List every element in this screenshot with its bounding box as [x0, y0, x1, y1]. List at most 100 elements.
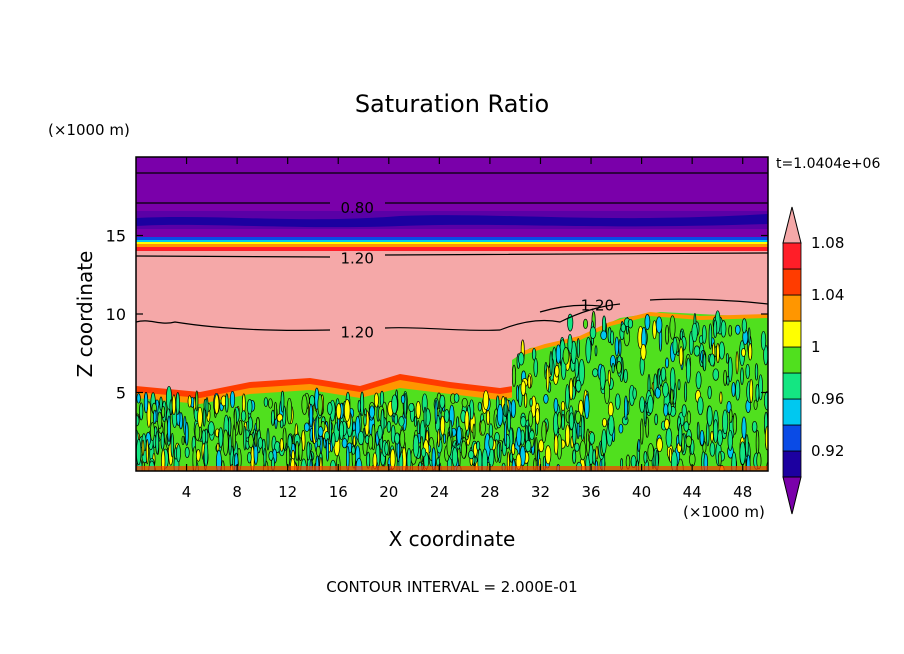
turbulence-cell	[654, 413, 658, 426]
turbulence-cell	[592, 368, 599, 378]
turbulence-cell	[218, 427, 224, 448]
turbulence-cell	[227, 416, 232, 437]
turbulence-cell	[637, 439, 641, 452]
turbulence-cell	[748, 343, 753, 361]
turbulence-cell	[754, 363, 759, 381]
turbulence-cell	[599, 365, 606, 391]
colorbar-label: 1.08	[811, 234, 844, 252]
turbulence-cell	[214, 394, 220, 415]
turbulence-cell	[181, 435, 185, 445]
colorbar-segment	[782, 398, 802, 426]
turbulence-cell	[745, 434, 749, 458]
turbulence-cell	[741, 318, 747, 334]
turbulence-cell	[572, 422, 577, 446]
turbulence-cell	[464, 410, 470, 432]
turbulence-cell	[701, 324, 707, 344]
turbulence-cell	[575, 410, 582, 424]
turbulence-cell	[611, 362, 615, 374]
turbulence-cell	[531, 347, 537, 361]
turbulence-cell	[624, 395, 628, 421]
turbulence-cell	[477, 401, 482, 412]
turbulence-cell	[160, 431, 165, 450]
turbulence-cell	[194, 422, 201, 441]
turbulence-cell	[368, 434, 374, 450]
turbulence-cell	[306, 441, 311, 461]
turbulence-cell	[225, 393, 229, 413]
stratosphere-band	[136, 157, 768, 211]
turbulence-cell	[589, 326, 597, 339]
turbulence-cell	[664, 418, 670, 430]
cyan-band	[136, 240, 768, 242]
turbulence-cell	[169, 399, 173, 416]
turbulence-cell	[529, 398, 533, 407]
turbulence-cell	[263, 447, 267, 467]
turbulence-cell	[155, 431, 160, 455]
turbulence-cell	[578, 358, 585, 386]
colorbar-segment	[782, 450, 802, 478]
turbulence-cell	[667, 402, 672, 415]
contour-label: 1.20	[340, 249, 373, 267]
turbulence-cell	[538, 439, 545, 453]
turbulence-cell	[672, 337, 678, 356]
turbulence-cell	[610, 330, 615, 346]
x-tick-label: 44	[683, 483, 702, 501]
turbulence-cell	[136, 415, 140, 427]
turbulence-cell	[702, 353, 707, 372]
turbulence-cell	[615, 393, 621, 410]
colorbar-segment	[782, 346, 802, 374]
turbulence-cell	[233, 408, 237, 431]
turbulence-cell	[555, 344, 562, 364]
turbulence-cell	[627, 318, 634, 329]
turbulence-cell	[729, 409, 733, 424]
turbulence-cell	[506, 409, 512, 432]
turbulence-cell	[554, 364, 560, 378]
x-tick-label: 32	[531, 483, 550, 501]
x-tick-label: 24	[430, 483, 449, 501]
turbulence-cell	[412, 434, 420, 458]
turbulence-cell	[351, 445, 356, 455]
turbulence-cell	[451, 447, 458, 468]
turbulence-cell	[273, 401, 278, 421]
x-axis-label: X coordinate	[389, 527, 516, 551]
turbulence-cell	[303, 422, 310, 432]
contour-1.20-upper	[136, 252, 768, 258]
turbulence-cell	[453, 393, 460, 403]
turbulence-cell	[640, 343, 647, 361]
turbulence-cell	[584, 394, 590, 420]
turbulence-cell	[553, 397, 559, 413]
turbulence-cell	[589, 431, 595, 445]
turbulence-cell	[562, 347, 570, 365]
turbulence-cell	[697, 396, 704, 416]
turbulence-cell	[739, 441, 746, 465]
turbulence-cell	[707, 385, 712, 400]
turbulence-cell	[583, 318, 588, 330]
turbulence-cell	[335, 403, 342, 420]
turbulence-cell	[317, 426, 324, 438]
turbulence-cell	[685, 357, 691, 384]
turbulence-cell	[202, 407, 206, 427]
turbulence-cell	[228, 434, 232, 456]
turbulence-cell	[712, 419, 719, 443]
turbulence-cell	[691, 322, 698, 343]
turbulence-cell	[145, 438, 149, 465]
turbulence-cell	[150, 422, 155, 442]
turbulence-cell	[644, 314, 651, 330]
turbulence-cell	[511, 442, 516, 456]
turbulence-cell	[476, 440, 481, 451]
turbulence-cell	[394, 432, 400, 445]
turbulence-cell	[541, 420, 547, 444]
contour-label: 0.80	[340, 199, 373, 217]
turbulence-cell	[248, 434, 254, 449]
turbulence-cell	[157, 411, 163, 430]
turbulence-cell	[699, 429, 705, 446]
turbulence-cell	[301, 394, 308, 415]
turbulence-cell	[608, 414, 615, 436]
turbulence-cell	[717, 429, 723, 447]
colorbar-label: 1	[811, 338, 821, 356]
turbulence-cell	[669, 367, 676, 392]
turbulence-cell	[600, 330, 608, 340]
turbulence-cell	[728, 324, 733, 337]
turbulence-cell	[718, 451, 722, 467]
turbulence-cell	[263, 397, 269, 407]
